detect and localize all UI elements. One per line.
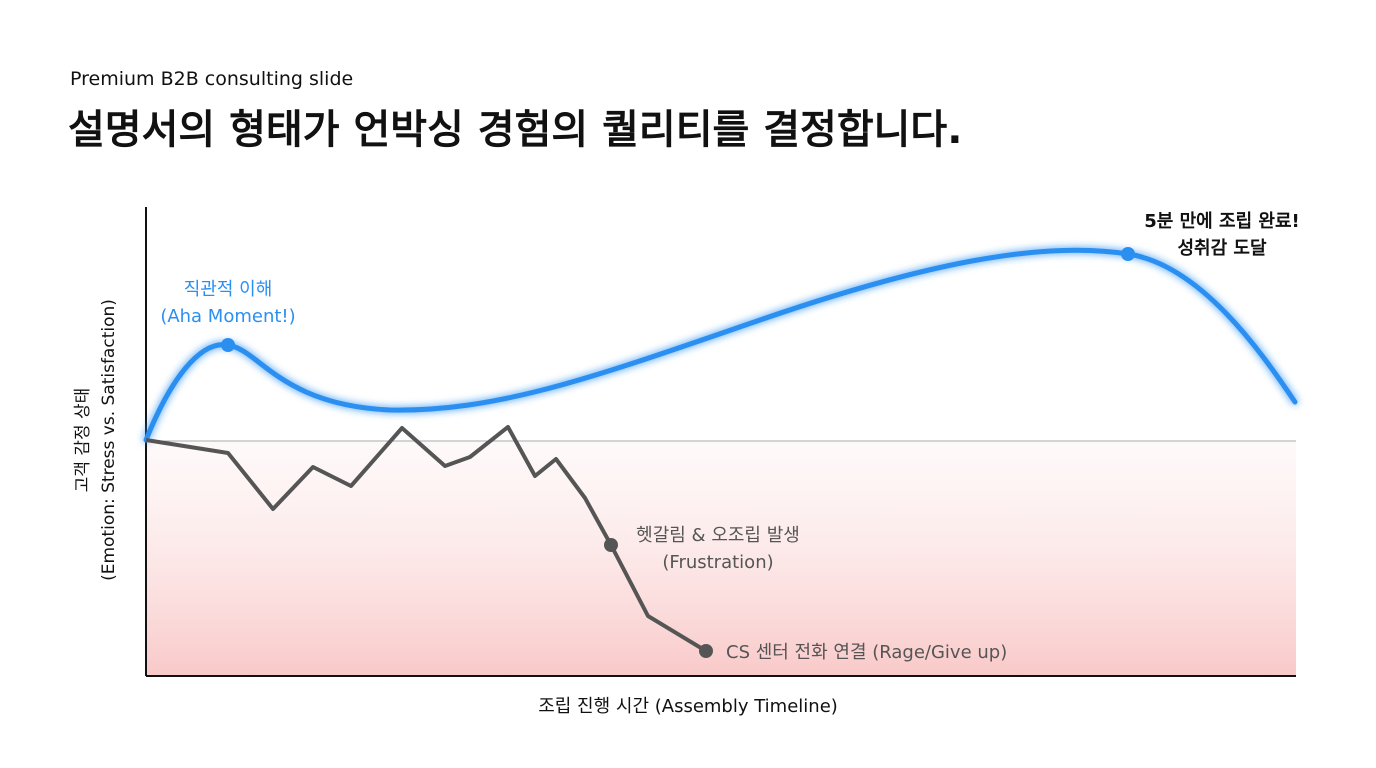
annotation: 5분 만에 조립 완료!	[1144, 211, 1299, 232]
y-label-line: 고객 감정 상태	[73, 388, 93, 493]
y-label-line: (Emotion: Stress vs. Satisfaction)	[99, 299, 119, 581]
annotation: CS 센터 전화 연결 (Rage/Give up)	[726, 642, 1007, 663]
annotation: 직관적 이해	[184, 279, 273, 300]
annotation: 성취감 도달	[1177, 238, 1267, 259]
rage-point	[699, 644, 713, 658]
title: 설명서의 형태가 언박싱 경험의 퀄리티를 결정합니다.	[68, 107, 962, 153]
aha-point	[221, 338, 235, 352]
frustration-point	[604, 538, 618, 552]
annotation: 헷갈림 & 오조립 발생	[636, 525, 800, 546]
x-axis-label: 조립 진행 시간 (Assembly Timeline)	[538, 696, 838, 717]
satisfaction-curve	[143, 247, 1298, 443]
stress-line	[145, 425, 708, 653]
subtitle: Premium B2B consulting slide	[70, 68, 353, 90]
y-axis-label: 고객 감정 상태 (Emotion: Stress vs. Satisfacti…	[73, 299, 119, 581]
annotation: (Frustration)	[662, 552, 773, 573]
annotation: (Aha Moment!)	[160, 306, 295, 327]
complete-point	[1121, 247, 1135, 261]
